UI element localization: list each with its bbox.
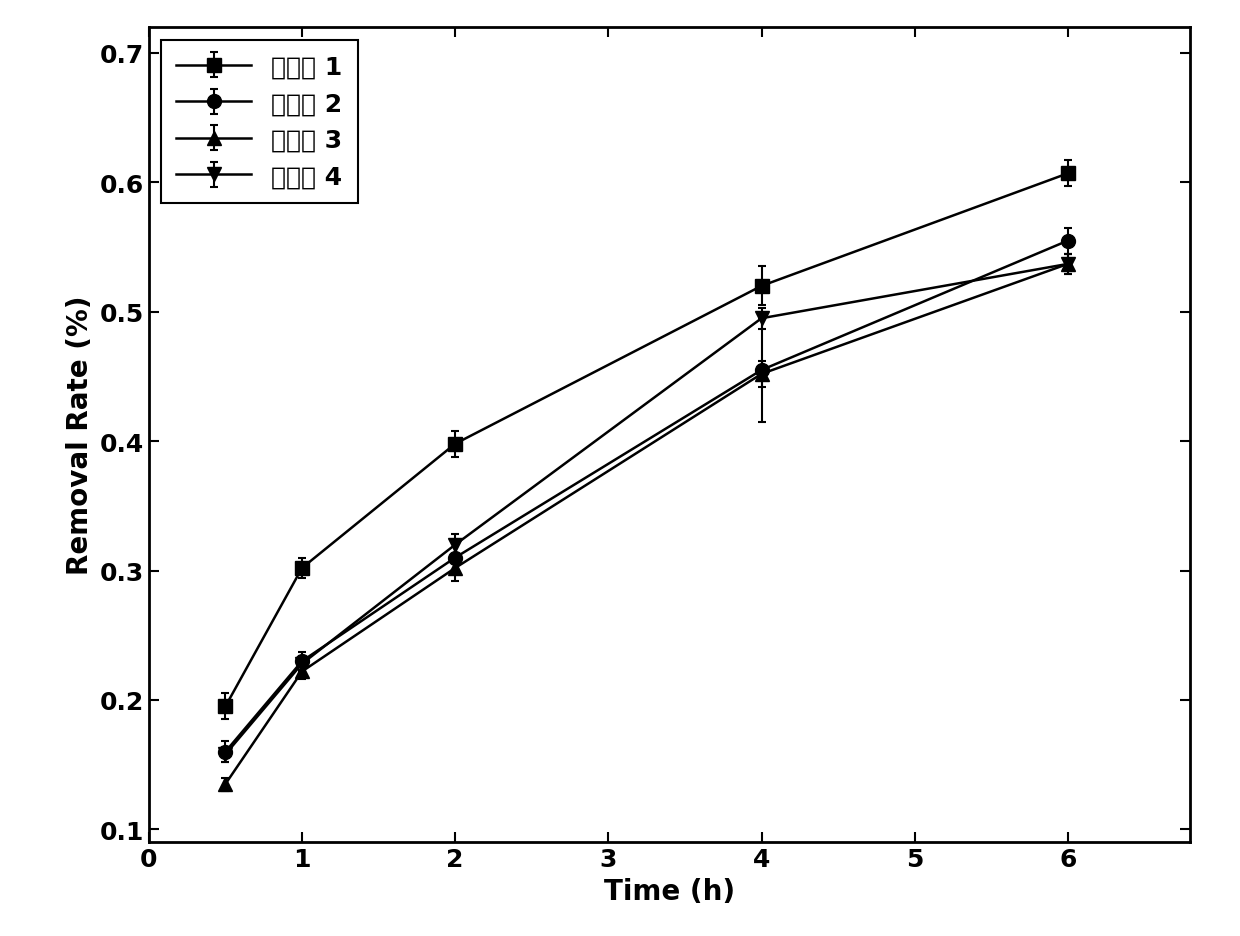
X-axis label: Time (h): Time (h) [604,877,735,905]
Y-axis label: Removal Rate (%): Removal Rate (%) [66,296,94,575]
Legend: 实验组 1, 实验组 2, 实验组 3, 实验组 4: 实验组 1, 实验组 2, 实验组 3, 实验组 4 [161,40,357,204]
